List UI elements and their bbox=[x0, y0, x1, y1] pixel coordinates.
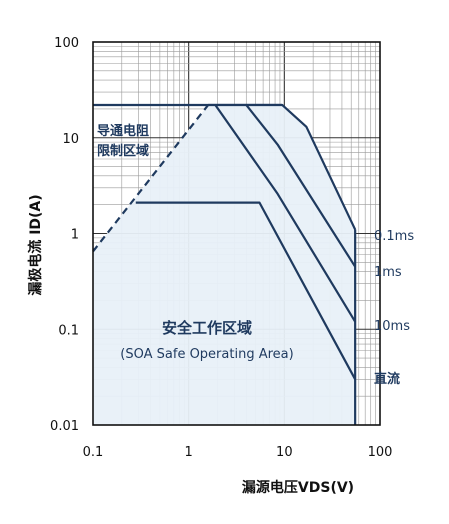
soa-fill bbox=[93, 104, 356, 426]
series-line-0 bbox=[208, 103, 357, 231]
rds-region-label-line1: 导通电阻 bbox=[97, 123, 149, 139]
series-lines bbox=[92, 103, 357, 425]
plot-border bbox=[92, 41, 381, 426]
series-label-dc: 直流 bbox=[374, 371, 400, 387]
y-tick-label: 0.1 bbox=[58, 323, 79, 338]
series-label-1ms: 1ms bbox=[374, 265, 402, 280]
y-tick-label: 10 bbox=[62, 132, 79, 147]
soa-subtitle: (SOA Safe Operating Area) bbox=[120, 347, 293, 362]
plot-frame bbox=[92, 41, 381, 426]
tick-labels: 0.1 1 10 100 100 10 1 0.1 0.01 bbox=[50, 36, 392, 460]
x-tick-label: 100 bbox=[368, 445, 393, 460]
series-line-1 bbox=[245, 104, 357, 268]
y-tick-label: 1 bbox=[71, 228, 79, 243]
x-tick-label: 10 bbox=[276, 445, 293, 460]
series-label-0.1ms: 0.1ms bbox=[374, 229, 414, 244]
x-axis-label: 漏源电压VDS(V) bbox=[242, 479, 354, 496]
series-line-2 bbox=[214, 104, 357, 323]
series-label-10ms: 10ms bbox=[374, 319, 410, 334]
soa-area bbox=[93, 104, 356, 426]
y-tick-label: 0.01 bbox=[50, 419, 79, 434]
series-line-3 bbox=[135, 201, 357, 380]
x-tick-label: 1 bbox=[185, 445, 193, 460]
x-tick-label: 0.1 bbox=[83, 445, 104, 460]
soa-title: 安全工作区域 bbox=[162, 319, 252, 337]
y-tick-label: 100 bbox=[54, 36, 79, 51]
rds-region-label-line2: 限制区域 bbox=[97, 143, 149, 159]
y-axis-label: 漏极电流 ID(A) bbox=[27, 194, 44, 295]
